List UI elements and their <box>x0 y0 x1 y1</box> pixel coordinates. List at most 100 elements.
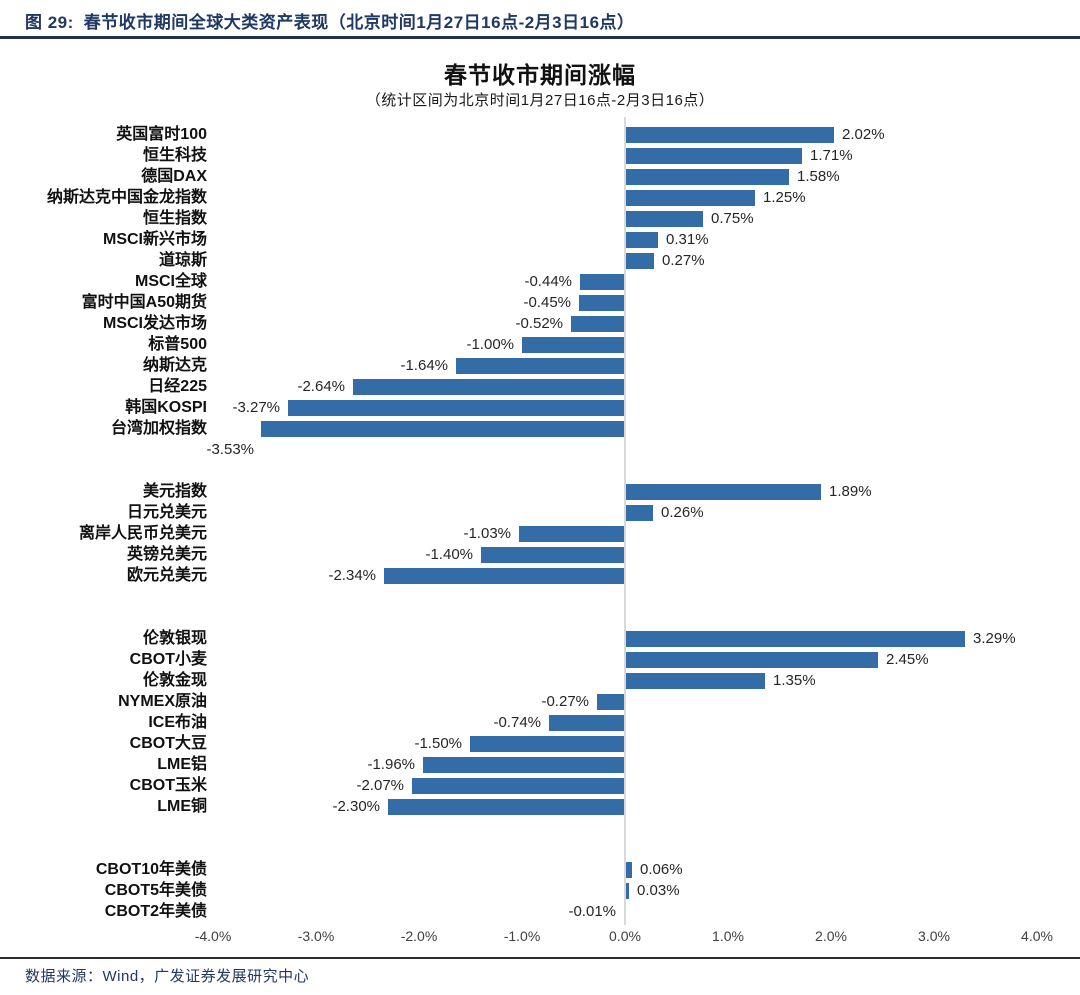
x-axis-tick-label: -2.0% <box>400 928 438 944</box>
value-label: -0.27% <box>541 693 589 710</box>
value-label: -0.52% <box>515 315 563 332</box>
bar <box>519 526 625 542</box>
category-label: CBOT5年美债 <box>104 882 207 899</box>
bar <box>456 358 625 374</box>
bar <box>626 253 654 269</box>
value-label: 0.03% <box>637 882 680 899</box>
category-label: 富时中国A50期货 <box>81 294 207 311</box>
value-label: 3.29% <box>973 630 1016 647</box>
bar <box>626 190 755 206</box>
category-label: 纳斯达克中国金龙指数 <box>46 189 207 206</box>
bar <box>288 400 625 416</box>
category-label: LME铝 <box>157 756 207 773</box>
x-axis-tick-label: 1.0% <box>712 928 744 944</box>
category-label: ICE布油 <box>148 714 207 731</box>
value-label: 0.06% <box>640 861 683 878</box>
x-axis-tick-label: 2.0% <box>815 928 847 944</box>
category-label: 道琼斯 <box>158 252 207 269</box>
value-label: 1.35% <box>773 672 816 689</box>
category-label: MSCI发达市场 <box>102 315 207 332</box>
category-label: CBOT10年美债 <box>95 861 207 878</box>
category-label: 德国DAX <box>141 168 207 185</box>
category-label: 日元兑美元 <box>126 504 207 521</box>
value-label: -0.44% <box>524 273 572 290</box>
value-label: -1.96% <box>367 756 415 773</box>
value-label: 2.45% <box>886 651 929 668</box>
category-label: 离岸人民币兑美元 <box>78 525 207 542</box>
zero-axis-line <box>624 117 626 925</box>
figure-number: 图 29: <box>25 13 74 32</box>
value-label: -2.30% <box>332 798 380 815</box>
category-label: 日经225 <box>148 378 207 395</box>
category-label: CBOT玉米 <box>129 777 207 794</box>
value-label: 1.58% <box>797 168 840 185</box>
category-label: 欧元兑美元 <box>126 567 207 584</box>
bar <box>597 694 625 710</box>
category-label: MSCI新兴市场 <box>102 231 207 248</box>
chart-title: 春节收市期间涨幅 <box>444 62 636 88</box>
footer-rule <box>0 957 1080 959</box>
chart-subtitle: （统计区间为北京时间1月27日16点-2月3日16点） <box>365 92 715 109</box>
bar <box>481 547 625 563</box>
category-label: 台湾加权指数 <box>110 420 207 437</box>
bar <box>626 862 632 878</box>
value-label: -2.07% <box>356 777 404 794</box>
value-label: 1.89% <box>829 483 872 500</box>
value-label: -3.53% <box>206 441 254 458</box>
bar <box>353 379 625 395</box>
value-label: -1.50% <box>414 735 462 752</box>
bar <box>412 778 625 794</box>
x-axis-tick-label: 3.0% <box>918 928 950 944</box>
category-label: 恒生指数 <box>142 210 207 227</box>
category-label: CBOT2年美债 <box>104 903 207 920</box>
x-axis-tick-label: -1.0% <box>503 928 541 944</box>
value-label: -1.40% <box>425 546 473 563</box>
bar <box>626 505 653 521</box>
bar <box>579 295 625 311</box>
bar <box>626 127 834 143</box>
value-label: 0.27% <box>662 252 705 269</box>
category-label: 英国富时100 <box>116 126 207 143</box>
category-label: LME铜 <box>157 798 207 815</box>
category-label: 标普500 <box>148 336 207 353</box>
value-label: -0.45% <box>523 294 571 311</box>
bar <box>388 799 625 815</box>
bar <box>626 883 629 899</box>
value-label: 0.31% <box>666 231 709 248</box>
x-axis-tick-label: -4.0% <box>194 928 232 944</box>
value-label: -1.00% <box>466 336 514 353</box>
bar <box>384 568 625 584</box>
header-rule <box>0 36 1080 39</box>
data-source: 数据来源：Wind，广发证券发展研究中心 <box>25 968 310 985</box>
figure-title: 春节收市期间全球大类资产表现（北京时间1月27日16点-2月3日16点） <box>83 13 635 32</box>
value-label: -1.64% <box>400 357 448 374</box>
x-axis-tick-label: -3.0% <box>297 928 335 944</box>
category-label: 伦敦银现 <box>142 630 207 647</box>
category-label: MSCI全球 <box>134 273 207 290</box>
value-label: 1.71% <box>810 147 853 164</box>
bar <box>580 274 625 290</box>
bar <box>626 169 789 185</box>
category-label: CBOT大豆 <box>129 735 207 752</box>
bar <box>626 652 878 668</box>
bar <box>626 673 765 689</box>
value-label: -2.64% <box>297 378 345 395</box>
value-label: -0.01% <box>568 903 616 920</box>
value-label: 0.75% <box>711 210 754 227</box>
bar <box>571 316 625 332</box>
bar <box>626 631 965 647</box>
category-label: 恒生科技 <box>142 147 207 164</box>
bar <box>626 232 658 248</box>
value-label: 0.26% <box>661 504 704 521</box>
bar <box>423 757 625 773</box>
value-label: -2.34% <box>328 567 376 584</box>
category-label: 纳斯达克 <box>142 357 207 374</box>
category-label: NYMEX原油 <box>118 693 207 710</box>
value-label: -0.74% <box>493 714 541 731</box>
bar <box>261 421 625 437</box>
bar <box>626 211 703 227</box>
value-label: 2.02% <box>842 126 885 143</box>
category-label: 伦敦金现 <box>142 672 207 689</box>
